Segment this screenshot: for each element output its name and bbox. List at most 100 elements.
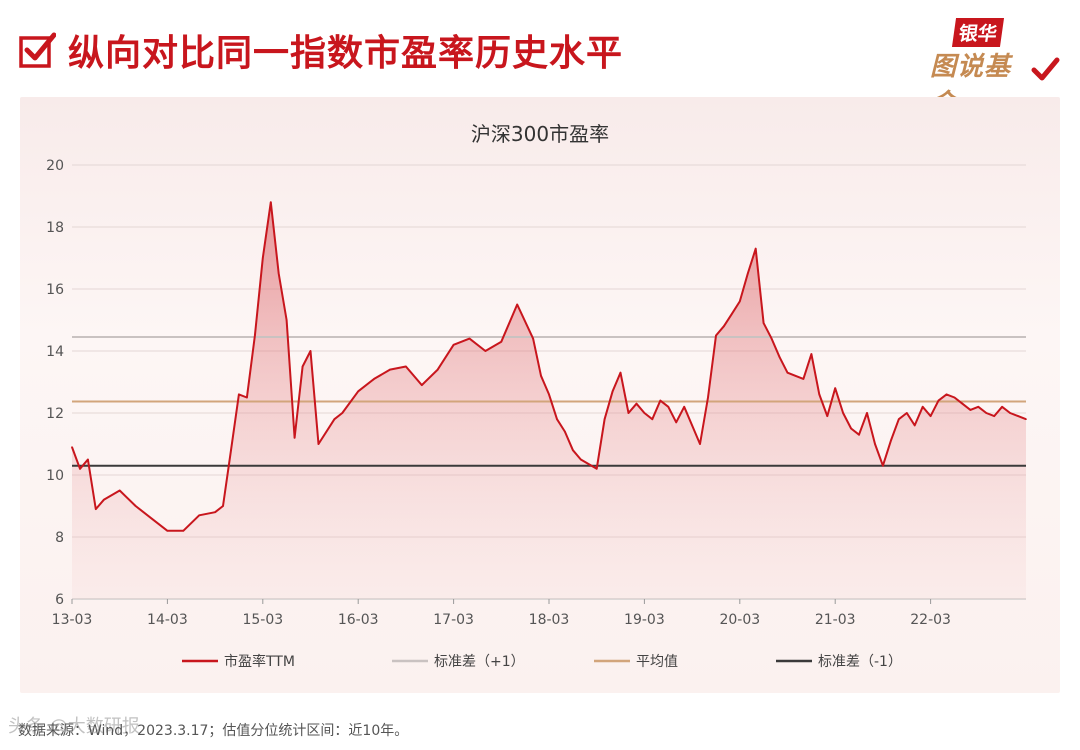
data-point xyxy=(747,272,749,275)
data-point xyxy=(699,443,701,445)
pe-ratio-chart: 沪深300市盈率 6 8 10 12 14 16 18 20 13-03 14-03 15-03 16-… xyxy=(46,122,1027,670)
legend-label: 标准差（-1） xyxy=(818,654,902,670)
data-point xyxy=(810,353,813,355)
data-point xyxy=(937,399,940,402)
y-tick-label: 10 xyxy=(46,468,64,484)
page-title: 纵向对比同一指数市盈率历史水平 xyxy=(68,33,624,74)
data-point xyxy=(611,390,614,393)
data-point xyxy=(341,412,344,414)
data-point xyxy=(643,412,646,414)
x-tick-label: 17-03 xyxy=(433,612,474,628)
data-point xyxy=(293,437,296,439)
data-point xyxy=(405,365,407,368)
data-point xyxy=(953,396,956,399)
data-point xyxy=(842,412,844,414)
data-point xyxy=(874,443,876,445)
data-point xyxy=(246,396,248,399)
x-tick-label: 18-03 xyxy=(529,612,570,628)
chart-title: 沪深300市盈率 xyxy=(471,122,609,146)
data-point xyxy=(333,418,336,421)
data-point xyxy=(762,322,765,324)
data-point xyxy=(79,468,81,470)
data-point xyxy=(770,337,773,340)
data-point xyxy=(309,350,312,352)
data-point xyxy=(262,257,264,259)
data-point xyxy=(898,418,900,421)
data-point xyxy=(1001,406,1003,408)
data-point xyxy=(985,412,988,414)
data-point xyxy=(826,415,829,417)
y-tick-label: 20 xyxy=(46,158,64,174)
data-point xyxy=(556,418,558,421)
data-point xyxy=(436,368,439,371)
data-point xyxy=(548,393,550,396)
data-point xyxy=(723,325,725,327)
legend-label: 标准差（+1） xyxy=(434,654,525,670)
data-point xyxy=(452,344,455,346)
data-point xyxy=(516,303,518,306)
y-tick-label: 14 xyxy=(46,344,64,360)
data-point xyxy=(389,368,391,371)
data-point xyxy=(683,406,685,408)
data-point xyxy=(1025,418,1027,421)
data-point xyxy=(166,530,169,532)
data-point xyxy=(540,375,542,377)
data-point xyxy=(373,378,375,380)
x-tick-label: 21-03 xyxy=(815,612,856,628)
data-point xyxy=(802,378,805,380)
data-point xyxy=(468,337,471,340)
data-point xyxy=(635,402,638,405)
data-point xyxy=(929,415,932,417)
data-point xyxy=(254,334,256,337)
data-point xyxy=(1017,415,1019,417)
data-point xyxy=(285,319,288,321)
data-point xyxy=(580,458,582,461)
data-point xyxy=(850,427,852,430)
data-point xyxy=(595,468,598,470)
legend-label: 平均值 xyxy=(636,654,678,670)
data-point xyxy=(71,446,73,448)
data-point xyxy=(627,412,630,414)
data-point xyxy=(659,399,662,402)
data-point xyxy=(969,409,972,411)
data-point xyxy=(118,489,121,492)
source-note: 数据来源：Wind，2023.3.17；估值分位统计区间：近10年。 xyxy=(18,723,409,739)
data-point xyxy=(317,443,320,445)
data-point xyxy=(675,421,677,424)
data-point xyxy=(945,393,948,396)
data-point xyxy=(182,530,185,532)
y-tick-label: 6 xyxy=(55,592,64,608)
data-point xyxy=(230,449,232,452)
data-point xyxy=(214,511,216,513)
x-tick-label: 15-03 xyxy=(242,612,283,628)
watermark: 头条 @大数研报 xyxy=(8,716,140,737)
data-point xyxy=(993,415,995,417)
data-point xyxy=(715,334,717,337)
data-point xyxy=(667,406,670,408)
x-tick-label: 13-03 xyxy=(52,612,93,628)
data-point xyxy=(731,313,733,315)
data-point xyxy=(134,505,137,507)
data-point xyxy=(866,412,868,414)
data-point xyxy=(277,272,280,275)
check-mark-icon xyxy=(1031,57,1060,81)
data-point xyxy=(707,396,709,399)
data-point xyxy=(103,499,105,501)
data-point xyxy=(357,390,360,393)
data-point xyxy=(739,300,741,303)
data-point xyxy=(603,418,606,421)
y-tick-label: 12 xyxy=(46,406,64,422)
x-tick-label: 20-03 xyxy=(719,612,760,628)
data-point xyxy=(786,371,789,374)
data-point xyxy=(913,424,916,427)
data-point xyxy=(778,356,781,359)
data-point xyxy=(651,418,654,421)
data-point xyxy=(270,201,272,203)
data-point xyxy=(198,514,200,517)
data-point xyxy=(794,375,797,377)
pe-ttm-line xyxy=(71,201,1027,532)
y-tick-label: 18 xyxy=(46,220,64,236)
data-point xyxy=(95,508,97,510)
data-point xyxy=(834,387,836,390)
brand-logo: 银华 图说基金 xyxy=(930,14,1060,119)
